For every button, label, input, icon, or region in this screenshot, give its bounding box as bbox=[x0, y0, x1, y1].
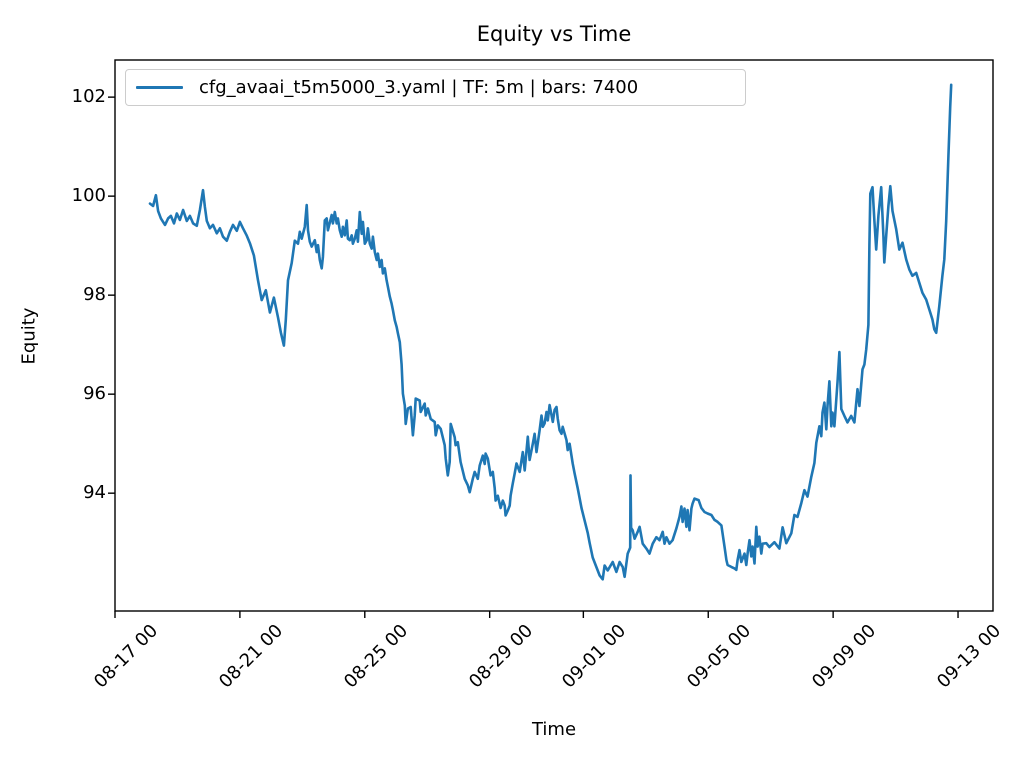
equity-line bbox=[148, 83, 953, 581]
legend-line-sample-icon bbox=[136, 85, 183, 90]
y-tick-label: 94 bbox=[83, 482, 106, 504]
y-tick-label: 96 bbox=[83, 383, 106, 405]
y-axis-label: Equity bbox=[18, 307, 40, 365]
y-tick-label: 100 bbox=[71, 185, 106, 207]
legend: cfg_avaai_t5m5000_3.yaml | TF: 5m | bars… bbox=[125, 69, 746, 106]
plot-border bbox=[114, 59, 994, 612]
y-tick-label: 102 bbox=[71, 86, 106, 108]
x-axis-label: Time bbox=[531, 719, 577, 740]
y-tick-label: 98 bbox=[83, 284, 106, 306]
legend-entry-label: cfg_avaai_t5m5000_3.yaml | TF: 5m | bars… bbox=[199, 76, 639, 98]
chart-title: Equity vs Time bbox=[476, 22, 632, 46]
